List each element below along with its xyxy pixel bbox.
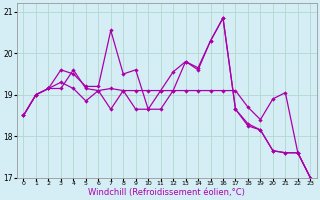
X-axis label: Windchill (Refroidissement éolien,°C): Windchill (Refroidissement éolien,°C) bbox=[88, 188, 245, 197]
